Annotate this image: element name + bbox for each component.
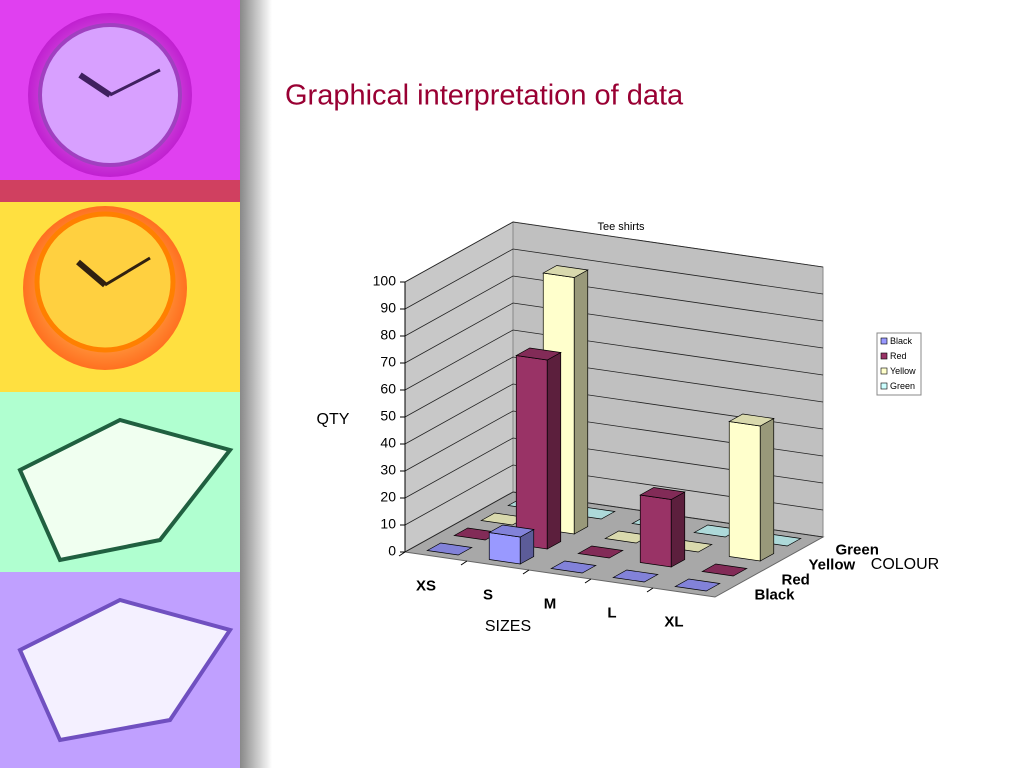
z-tick-label: Black bbox=[755, 586, 796, 603]
x-axis-label: SIZES bbox=[485, 618, 531, 635]
legend-label: Green bbox=[890, 381, 915, 391]
bar-top bbox=[728, 413, 775, 427]
y-tick-label: 80 bbox=[380, 327, 396, 343]
bar-top bbox=[701, 563, 748, 577]
y-tick-label: 70 bbox=[380, 354, 396, 370]
bar bbox=[515, 347, 562, 550]
decor-strip bbox=[0, 0, 272, 768]
z-axis-label: COLOUR bbox=[871, 556, 939, 573]
bar-side bbox=[759, 417, 775, 562]
grid-line bbox=[404, 302, 824, 364]
grid-line bbox=[404, 383, 824, 445]
bar-top bbox=[426, 542, 473, 556]
x-tick-label: S bbox=[483, 586, 493, 603]
bar bbox=[612, 569, 659, 583]
bar-top bbox=[674, 578, 721, 592]
bar-front bbox=[728, 421, 761, 562]
z-tick-label: Green bbox=[836, 541, 879, 558]
bar-top bbox=[515, 347, 562, 361]
bar bbox=[550, 560, 597, 574]
x-tick bbox=[460, 560, 468, 566]
x-tick bbox=[522, 569, 530, 575]
bar-front bbox=[488, 532, 521, 565]
z-tick-label: Red bbox=[782, 571, 810, 588]
bar-side bbox=[573, 269, 589, 535]
x-tick bbox=[584, 578, 592, 584]
bar-top bbox=[550, 560, 597, 574]
legend-label: Yellow bbox=[890, 366, 916, 376]
bar-front bbox=[515, 355, 548, 550]
grid-line bbox=[404, 437, 824, 499]
x-tick bbox=[398, 551, 406, 557]
bar-top bbox=[488, 524, 535, 538]
bar-top bbox=[542, 265, 589, 278]
bar-side bbox=[546, 351, 562, 550]
grid-line bbox=[404, 221, 824, 283]
bar bbox=[728, 413, 775, 562]
y-axis-label: QTY bbox=[317, 411, 350, 428]
y-tick-label: 60 bbox=[380, 381, 396, 397]
legend-swatch bbox=[880, 352, 888, 360]
bar bbox=[577, 545, 624, 559]
bar-side bbox=[670, 491, 686, 568]
bar bbox=[488, 524, 535, 565]
x-tick-label: L bbox=[607, 604, 616, 621]
bar-top bbox=[612, 569, 659, 583]
slide-title: Graphical interpretation of data bbox=[285, 80, 684, 112]
grid-line bbox=[404, 464, 824, 526]
legend-swatch bbox=[880, 382, 888, 390]
x-tick-label: M bbox=[544, 595, 557, 612]
legend-swatch bbox=[880, 337, 888, 345]
bar bbox=[639, 487, 686, 568]
y-tick-label: 90 bbox=[380, 300, 396, 316]
y-tick-label: 50 bbox=[380, 408, 396, 424]
x-tick-label: XS bbox=[416, 577, 436, 594]
grid-line bbox=[404, 248, 824, 310]
bar bbox=[674, 578, 721, 592]
bar-front bbox=[639, 494, 672, 568]
bar-top bbox=[577, 545, 624, 559]
y-tick-label: 30 bbox=[380, 462, 396, 478]
y-tick-label: 10 bbox=[380, 516, 396, 532]
bar-top bbox=[639, 487, 686, 500]
bar bbox=[426, 542, 473, 556]
chart: 0102030405060708090100XSSMLXLBlackRedYel… bbox=[317, 221, 940, 635]
y-tick-label: 40 bbox=[380, 435, 396, 451]
bar bbox=[701, 563, 748, 577]
grid-line bbox=[404, 275, 824, 337]
legend-label: Black bbox=[890, 336, 913, 346]
x-tick-label: XL bbox=[664, 613, 683, 630]
legend-label: Red bbox=[890, 351, 907, 361]
grid-line bbox=[404, 329, 824, 391]
z-tick-label: Yellow bbox=[809, 556, 856, 573]
y-tick-label: 20 bbox=[380, 489, 396, 505]
y-tick-label: 0 bbox=[388, 543, 396, 559]
x-tick bbox=[646, 587, 654, 593]
legend-swatch bbox=[880, 367, 888, 375]
chart-title: Tee shirts bbox=[597, 221, 645, 233]
grid-line bbox=[404, 356, 824, 418]
grid-line bbox=[404, 491, 824, 553]
grid-line bbox=[404, 410, 824, 472]
y-tick-label: 100 bbox=[373, 273, 397, 289]
